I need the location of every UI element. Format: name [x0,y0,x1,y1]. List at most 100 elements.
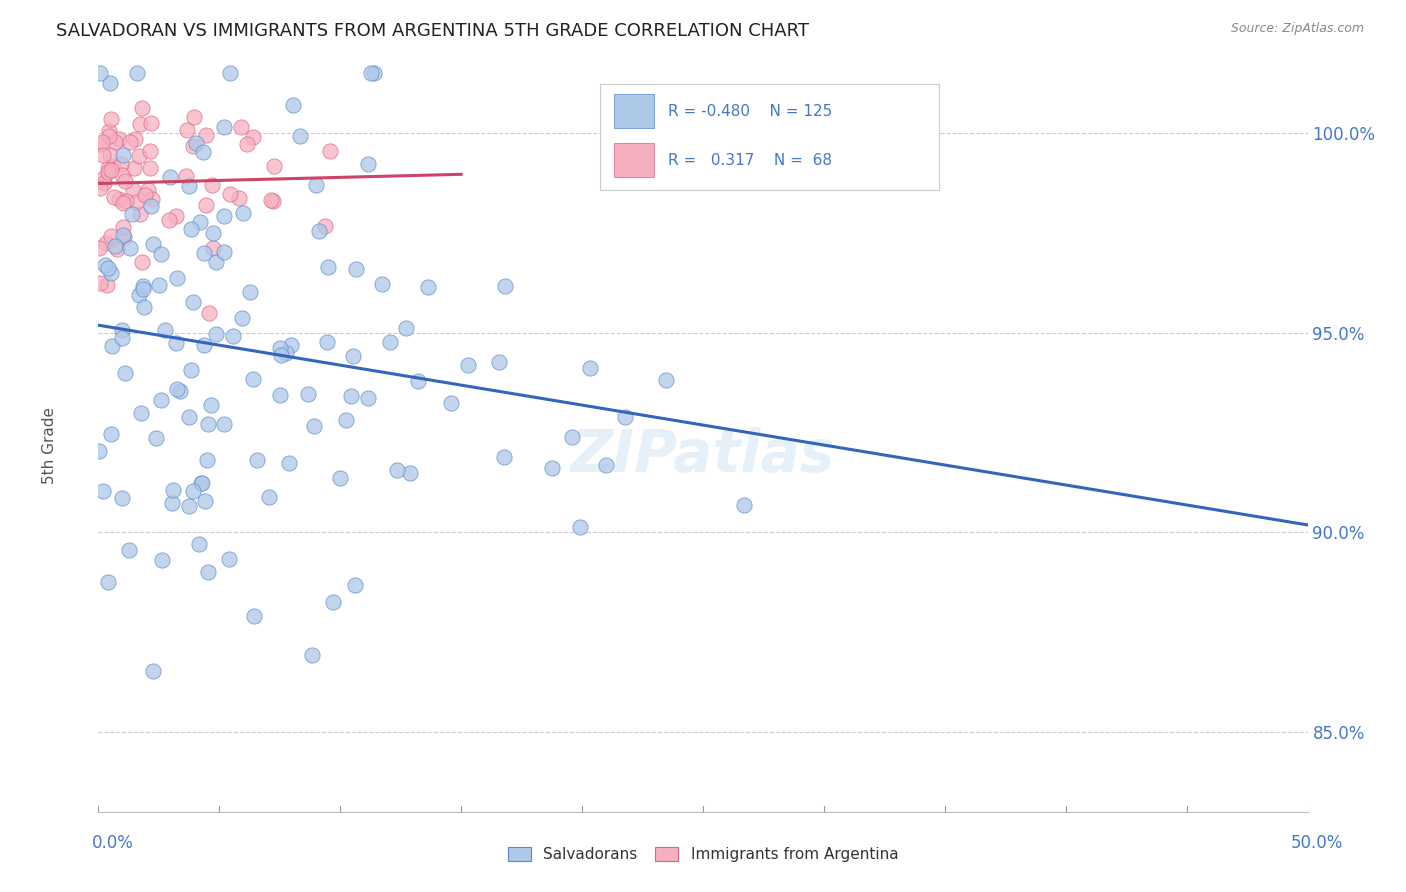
Point [97,129,120,144]
Point [108,132,131,146]
Point [141,192,163,206]
Point [100,112,122,127]
Point [440,395,463,409]
Point [124,132,146,146]
Point [104,136,127,150]
Point [242,608,264,623]
Point [111,323,134,337]
Text: 0.0%: 0.0% [91,834,134,852]
Point [129,117,152,131]
Point [246,453,269,467]
Text: Source: ZipAtlas.com: Source: ZipAtlas.com [1230,22,1364,36]
Point [93,147,115,161]
Point [200,398,222,412]
Point [149,393,172,408]
Point [97,124,120,138]
Point [159,169,181,184]
Point [229,120,252,134]
Point [494,278,516,293]
Point [138,144,160,158]
Point [111,491,134,506]
Point [191,145,214,160]
Point [149,246,172,260]
Point [197,417,219,432]
Point [257,490,280,504]
Point [297,386,319,401]
Point [488,355,510,369]
Point [269,341,291,355]
Point [197,306,219,320]
Point [204,255,226,269]
Point [125,194,148,209]
Point [100,228,122,243]
Point [120,136,142,150]
Point [105,243,128,257]
Point [100,148,122,162]
Point [89,66,111,80]
Point [218,551,240,566]
Point [335,413,357,427]
Point [132,282,155,296]
Point [112,220,135,235]
Point [242,372,264,386]
Point [153,323,176,337]
Point [197,565,219,579]
Point [179,179,201,194]
Point [142,664,165,678]
Point [100,266,122,280]
Point [111,168,134,182]
Point [343,577,366,591]
Point [89,181,111,195]
Point [87,444,110,458]
Point [89,241,111,255]
Point [131,254,153,268]
Point [270,348,292,362]
Point [568,520,591,534]
Point [132,278,155,293]
Point [96,235,118,250]
Point [141,199,163,213]
Point [181,138,204,153]
Point [128,287,150,301]
Text: ZIPatlas: ZIPatlas [571,427,835,483]
Point [128,149,150,163]
Point [93,176,115,190]
Point [100,427,122,442]
Point [169,384,191,399]
Point [160,496,183,510]
Point [174,169,197,183]
Point [194,493,217,508]
Point [129,207,152,221]
Point [181,295,204,310]
Point [406,374,429,388]
Point [96,278,118,293]
Point [118,241,141,255]
Point [212,209,235,223]
Point [176,123,198,137]
Point [212,417,235,432]
Point [305,178,328,193]
Point [112,196,135,211]
Point [269,388,291,402]
Point [274,345,297,359]
Point [416,280,439,294]
Point [316,260,339,275]
Point [127,66,149,80]
Point [360,66,382,80]
Point [399,467,422,481]
Point [145,431,167,445]
Point [157,212,180,227]
Point [97,575,120,590]
Point [91,484,114,499]
Point [457,359,479,373]
Point [232,206,254,220]
Text: 5th Grade: 5th Grade [42,408,56,484]
Text: 50.0%: 50.0% [1291,834,1343,852]
Point [195,453,218,467]
Point [346,262,368,277]
Point [150,552,173,566]
Point [578,360,600,375]
Point [97,161,120,175]
Point [166,382,188,396]
Point [540,461,562,475]
